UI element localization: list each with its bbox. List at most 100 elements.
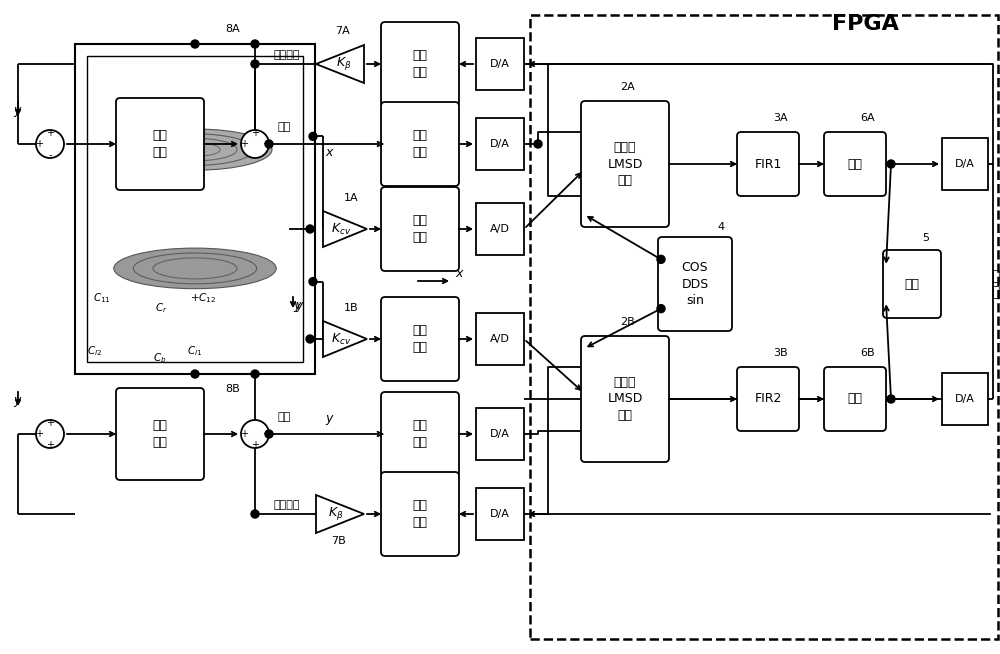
Text: A/D: A/D: [490, 224, 510, 234]
Text: 反馈电压: 反馈电压: [273, 500, 300, 510]
Text: 2A: 2A: [620, 82, 635, 92]
Text: 6A: 6A: [860, 113, 875, 123]
Text: 8A: 8A: [225, 24, 240, 34]
Circle shape: [251, 510, 259, 518]
Text: +: +: [46, 418, 54, 428]
Ellipse shape: [153, 258, 237, 279]
FancyBboxPatch shape: [658, 237, 732, 331]
FancyBboxPatch shape: [381, 392, 459, 476]
Text: 载波: 载波: [277, 412, 290, 422]
Text: 自适应
LMSD
解调: 自适应 LMSD 解调: [607, 376, 643, 422]
Text: D/A: D/A: [490, 139, 510, 149]
Text: 反馈电压: 反馈电压: [273, 50, 300, 60]
Circle shape: [191, 370, 199, 378]
Text: D/A: D/A: [490, 59, 510, 69]
Bar: [75, 44, 315, 374]
Text: $y$: $y$: [295, 300, 305, 314]
Polygon shape: [316, 495, 364, 533]
Text: 带通
滤波: 带通 滤波: [413, 324, 428, 354]
Text: $K_{cv}$: $K_{cv}$: [331, 332, 351, 347]
Ellipse shape: [118, 129, 272, 170]
Text: $C_b$: $C_b$: [153, 351, 166, 364]
Text: 校正: 校正: [848, 158, 862, 171]
Circle shape: [251, 60, 259, 68]
FancyBboxPatch shape: [737, 132, 799, 196]
Text: FPGA: FPGA: [832, 14, 898, 34]
Text: $y$: $y$: [325, 413, 335, 427]
Circle shape: [534, 140, 542, 148]
FancyBboxPatch shape: [824, 132, 886, 196]
FancyBboxPatch shape: [381, 472, 459, 556]
Text: D/A: D/A: [955, 159, 975, 169]
Text: $K_{cv}$: $K_{cv}$: [331, 222, 351, 237]
Ellipse shape: [133, 253, 257, 284]
Text: $K_{\beta}$: $K_{\beta}$: [328, 506, 344, 523]
Text: 低通
滤波: 低通 滤波: [413, 129, 428, 159]
Text: 5: 5: [922, 233, 929, 243]
Text: +: +: [35, 139, 43, 149]
Text: $x$: $x$: [455, 267, 465, 280]
Text: $y$: $y$: [13, 395, 23, 409]
Text: 7B: 7B: [331, 536, 345, 546]
Text: 8B: 8B: [225, 384, 240, 394]
Text: 2B: 2B: [620, 317, 635, 327]
Text: $C_{l2}$: $C_{l2}$: [87, 344, 102, 358]
Circle shape: [306, 335, 314, 343]
Circle shape: [251, 370, 259, 378]
Bar: [942, 138, 988, 190]
Text: FIR1: FIR1: [754, 158, 782, 171]
Text: $C_{l1}$: $C_{l1}$: [187, 344, 202, 358]
Text: $C_r$: $C_r$: [155, 301, 168, 315]
Ellipse shape: [114, 248, 276, 288]
Text: +: +: [240, 429, 248, 439]
Text: 带通
滤波: 带通 滤波: [413, 215, 428, 244]
Text: 低通
滤波: 低通 滤波: [413, 419, 428, 449]
Text: 3A: 3A: [773, 113, 788, 123]
Text: 3B: 3B: [773, 348, 788, 358]
FancyBboxPatch shape: [824, 367, 886, 431]
Text: 低通
滤波: 低通 滤波: [413, 49, 428, 78]
Text: +: +: [262, 139, 270, 149]
Bar: [476, 408, 524, 460]
Text: $+C_{12}$: $+C_{12}$: [190, 292, 216, 305]
Circle shape: [36, 130, 64, 158]
Ellipse shape: [153, 139, 237, 161]
Circle shape: [309, 132, 317, 141]
Text: 预载
电压: 预载 电压: [152, 129, 168, 159]
FancyBboxPatch shape: [381, 102, 459, 186]
Text: COS
DDS
sin: COS DDS sin: [681, 261, 709, 307]
Bar: [476, 203, 524, 255]
Circle shape: [265, 430, 273, 438]
FancyBboxPatch shape: [381, 297, 459, 381]
Circle shape: [887, 160, 895, 168]
Bar: [476, 313, 524, 365]
FancyBboxPatch shape: [116, 388, 204, 480]
Text: 载波: 载波: [277, 122, 290, 132]
Circle shape: [251, 40, 259, 48]
Bar: [476, 118, 524, 170]
Circle shape: [657, 305, 665, 313]
Circle shape: [241, 420, 269, 448]
Text: $y$: $y$: [13, 105, 23, 119]
Text: $C_{11}$: $C_{11}$: [93, 292, 111, 305]
FancyBboxPatch shape: [737, 367, 799, 431]
Text: D/A: D/A: [490, 509, 510, 519]
Text: 解耦: 解耦: [904, 277, 920, 290]
Text: +: +: [240, 139, 248, 149]
FancyBboxPatch shape: [116, 98, 204, 190]
Text: 4: 4: [717, 222, 724, 232]
Text: $y$: $y$: [293, 300, 303, 314]
Text: 校正: 校正: [848, 392, 862, 405]
Circle shape: [241, 130, 269, 158]
Circle shape: [657, 255, 665, 264]
Circle shape: [309, 277, 317, 286]
FancyBboxPatch shape: [381, 22, 459, 106]
Bar: [942, 373, 988, 425]
FancyBboxPatch shape: [581, 101, 669, 227]
Text: $x$: $x$: [325, 146, 335, 159]
Text: $K_{\beta}$: $K_{\beta}$: [336, 56, 352, 73]
FancyBboxPatch shape: [581, 336, 669, 462]
Bar: [87, 56, 303, 362]
Text: D/A: D/A: [955, 394, 975, 404]
Polygon shape: [323, 211, 367, 247]
